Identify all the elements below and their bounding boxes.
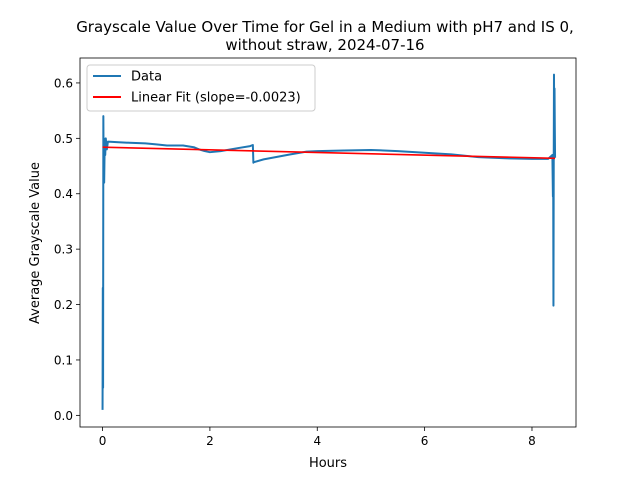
y-tick-label: 0.3 [54, 243, 73, 257]
legend: Data Linear Fit (slope=-0.0023) [86, 64, 316, 112]
legend-entry-label: Linear Fit (slope=-0.0023) [131, 91, 301, 106]
data-series-line [101, 73, 557, 410]
y-axis-label: Average Grayscale Value [28, 162, 43, 324]
y-tick-label: 0.5 [54, 132, 73, 146]
legend-box [86, 64, 316, 112]
chart-title-line1: Grayscale Value Over Time for Gel in a M… [76, 18, 574, 36]
x-tick-label: 6 [421, 434, 429, 448]
y-tick-label: 0.2 [54, 298, 73, 312]
axes-border [79, 57, 577, 428]
axes-frame [79, 57, 577, 428]
plot-area [101, 73, 557, 410]
x-tick-label: 2 [206, 434, 214, 448]
y-tick-label: 0.4 [54, 187, 73, 201]
x-tick-label: 4 [313, 434, 321, 448]
axes: 0 2 4 6 8 0.0 0.1 0.2 0.3 0.4 0.5 0.6 [54, 76, 536, 448]
y-tick-label: 0.6 [54, 76, 73, 90]
legend-entry-label: Data [131, 70, 162, 85]
x-tick-label: 0 [99, 434, 107, 448]
y-tick-label: 0.1 [54, 353, 73, 367]
x-tick-label: 8 [528, 434, 536, 448]
linear-fit-line [102, 146, 556, 160]
y-tick-label: 0.0 [54, 409, 73, 423]
x-axis-label: Hours [309, 456, 347, 471]
chart-title-line2: without straw, 2024-07-16 [225, 36, 424, 54]
